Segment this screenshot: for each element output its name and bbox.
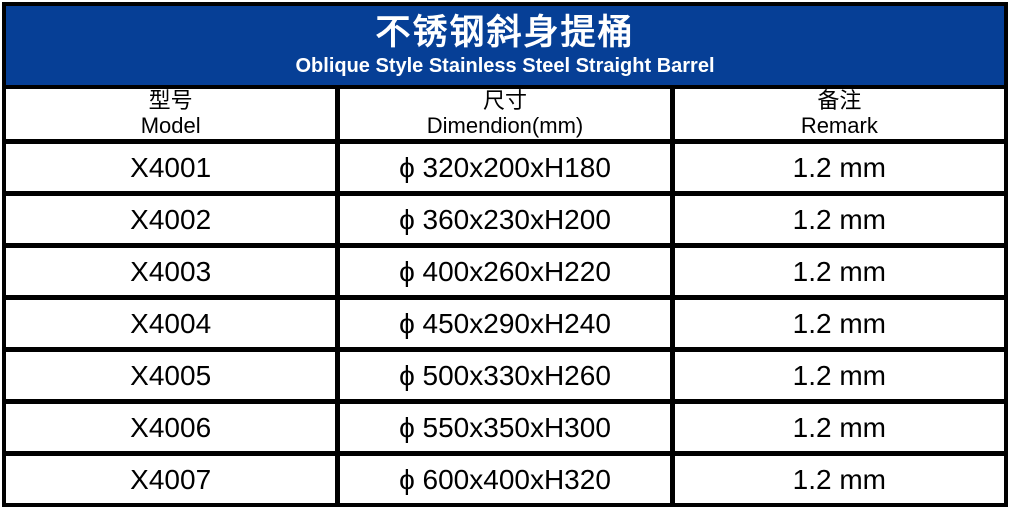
- remark-cell: 1.2 mm: [674, 144, 1004, 191]
- model-cell: X4001: [6, 144, 336, 191]
- column-header-remark: 备注 Remark: [674, 89, 1004, 139]
- column-header-remark-zh: 备注: [817, 89, 862, 114]
- column-header-model-zh: 型号: [148, 89, 193, 114]
- dimension-cell: ϕ 320x200xH180: [340, 144, 670, 191]
- remark-cell: 1.2 mm: [674, 196, 1004, 243]
- dimension-cell: ϕ 400x260xH220: [340, 248, 670, 295]
- remark-cell: 1.2 mm: [674, 456, 1004, 503]
- model-cell: X4003: [6, 248, 336, 295]
- column-header-model: 型号 Model: [6, 89, 336, 139]
- dimension-cell: ϕ 500x330xH260: [340, 352, 670, 399]
- column-header-dimension: 尺寸 Dimendion(mm): [340, 89, 670, 139]
- dimension-cell: ϕ 600x400xH320: [340, 456, 670, 503]
- spec-table: 型号 Model 尺寸 Dimendion(mm) 备注 Remark X400…: [6, 89, 1004, 503]
- banner-title-zh: 不锈钢斜身提桶: [375, 13, 635, 53]
- model-cell: X4006: [6, 404, 336, 451]
- dimension-cell: ϕ 360x230xH200: [340, 196, 670, 243]
- dimension-cell: ϕ 550x350xH300: [340, 404, 670, 451]
- column-header-remark-en: Remark: [800, 113, 878, 138]
- column-header-dimension-en: Dimendion(mm): [426, 113, 584, 138]
- dimension-cell: ϕ 450x290xH240: [340, 300, 670, 347]
- remark-cell: 1.2 mm: [674, 300, 1004, 347]
- model-cell: X4005: [6, 352, 336, 399]
- column-header-dimension-zh: 尺寸: [482, 89, 527, 114]
- remark-cell: 1.2 mm: [674, 352, 1004, 399]
- model-cell: X4004: [6, 300, 336, 347]
- model-cell: X4007: [6, 456, 336, 503]
- remark-cell: 1.2 mm: [674, 248, 1004, 295]
- column-header-model-en: Model: [140, 113, 201, 138]
- title-banner: 不锈钢斜身提桶 Oblique Style Stainless Steel St…: [6, 6, 1004, 85]
- remark-cell: 1.2 mm: [674, 404, 1004, 451]
- model-cell: X4002: [6, 196, 336, 243]
- banner-title-en: Oblique Style Stainless Steel Straight B…: [295, 54, 715, 77]
